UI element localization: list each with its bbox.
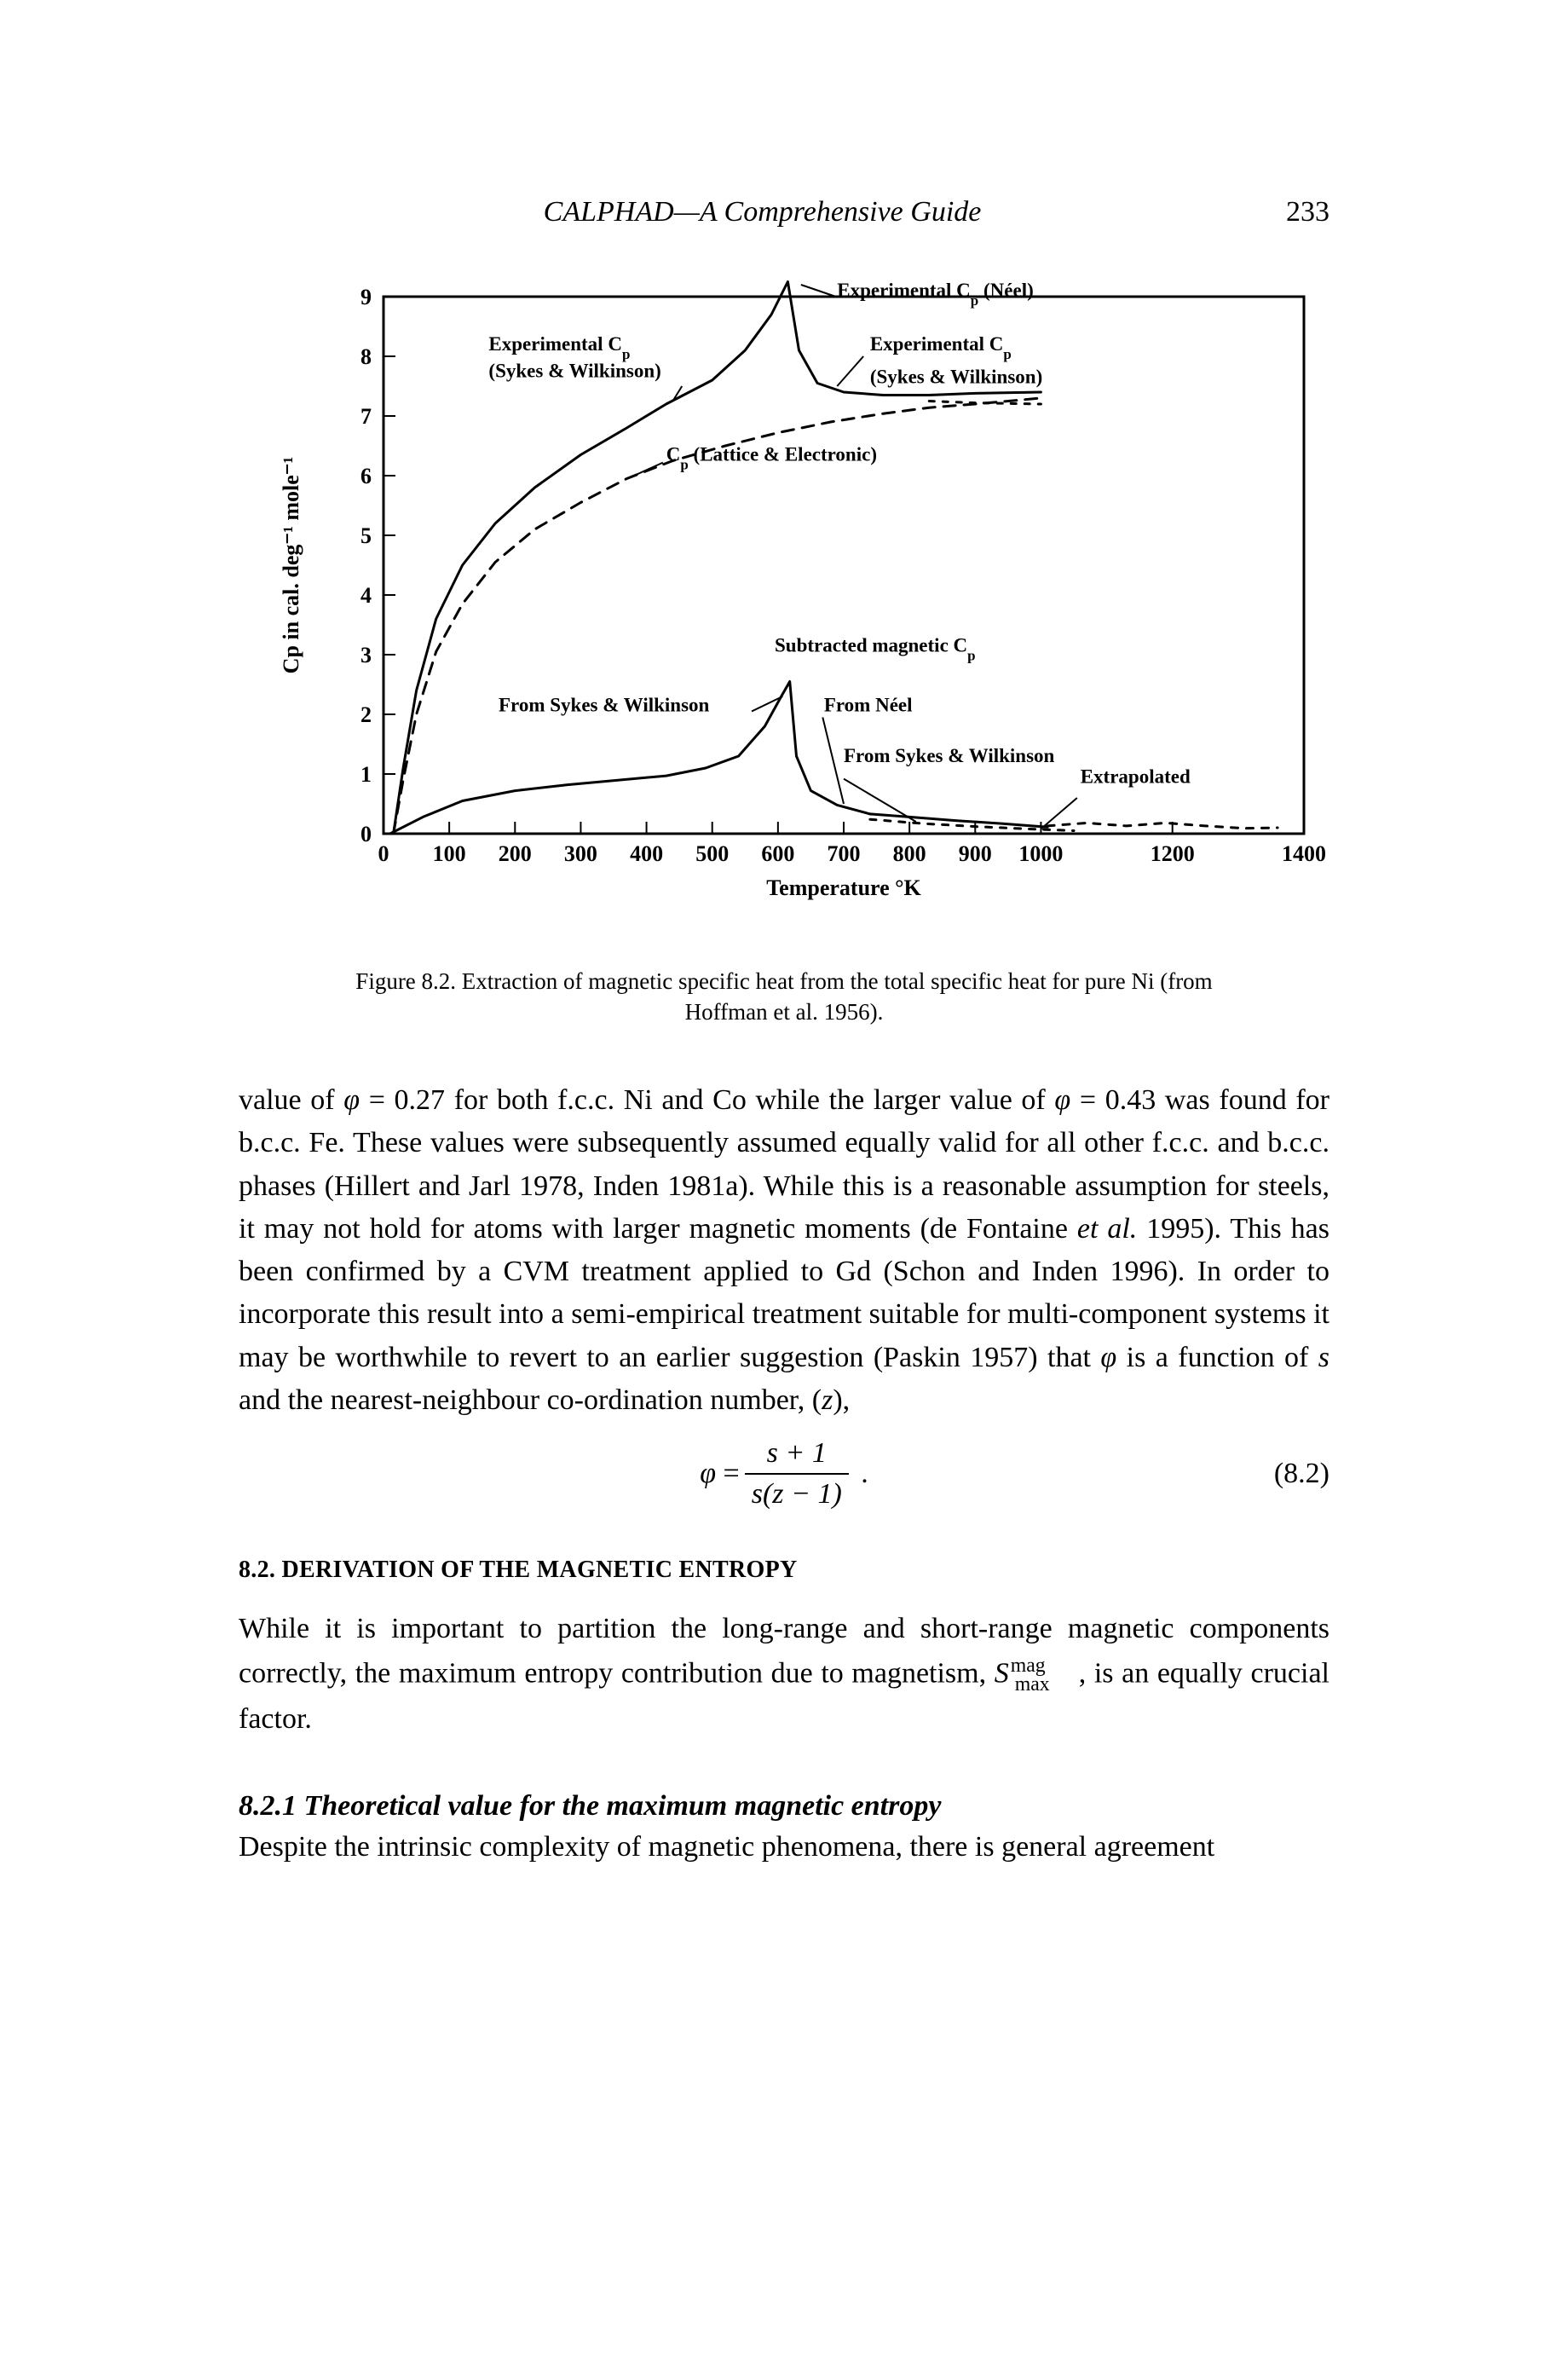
equation-8-2: φ = s + 1 s(z − 1) . (8.2)	[239, 1437, 1329, 1511]
paragraph-2: While it is important to partition the l…	[239, 1608, 1329, 1741]
svg-text:5: 5	[360, 523, 372, 548]
section-heading-8-2: 8.2. DERIVATION OF THE MAGNETIC ENTROPY	[239, 1557, 1329, 1584]
svg-text:900: 900	[959, 841, 992, 866]
paragraph-1: value of φ = 0.27 for both f.c.c. Ni and…	[239, 1079, 1329, 1423]
svg-text:600: 600	[761, 841, 794, 866]
Smag-S: S	[995, 1657, 1009, 1689]
text: = 0.27 for both f.c.c. Ni and Co while t…	[360, 1084, 1054, 1116]
s-symbol: s	[1318, 1342, 1329, 1373]
svg-text:Experimental Cp: Experimental Cp	[870, 333, 1012, 362]
svg-text:0: 0	[360, 822, 372, 846]
svg-text:2: 2	[360, 702, 372, 727]
figure-caption-label: Figure 8.2.	[355, 968, 456, 994]
svg-text:300: 300	[564, 841, 597, 866]
svg-text:1400: 1400	[1282, 841, 1326, 866]
et-al: et al.	[1077, 1213, 1137, 1245]
eq-denominator: s(z − 1)	[752, 1478, 842, 1510]
Smag-sub: max	[1015, 1673, 1050, 1695]
svg-text:(Sykes & Wilkinson): (Sykes & Wilkinson)	[488, 361, 660, 382]
svg-text:6: 6	[360, 464, 372, 488]
figure-caption: Figure 8.2. Extraction of magnetic speci…	[341, 966, 1227, 1028]
svg-text:Subtracted magnetic Cp: Subtracted magnetic Cp	[775, 635, 976, 664]
svg-text:4: 4	[360, 583, 372, 608]
figure-caption-text: Extraction of magnetic specific heat fro…	[462, 968, 1213, 1025]
svg-text:700: 700	[828, 841, 861, 866]
svg-text:400: 400	[630, 841, 663, 866]
svg-text:800: 800	[893, 841, 926, 866]
eq-numerator: s + 1	[767, 1437, 827, 1469]
figure-chart: 0 100 200 300 400 500 600 700 800 900 1000 1200 1400…	[239, 280, 1329, 936]
z-symbol: z	[822, 1384, 833, 1416]
svg-text:Experimental Cp (Néel): Experimental Cp (Néel)	[837, 280, 1033, 309]
svg-text:3: 3	[360, 643, 372, 667]
svg-text:200: 200	[499, 841, 532, 866]
text: value of	[239, 1084, 343, 1116]
svg-text:(Sykes & Wilkinson): (Sykes & Wilkinson)	[870, 367, 1042, 388]
svg-text:9: 9	[360, 285, 372, 309]
eq-lhs: φ	[700, 1458, 716, 1489]
svg-text:8: 8	[360, 344, 372, 369]
svg-text:7: 7	[360, 404, 372, 429]
text: and the nearest-neighbour co-ordination …	[239, 1384, 822, 1416]
subsection-heading-8-2-1: 8.2.1 Theoretical value for the maximum …	[239, 1790, 1329, 1823]
running-title: CALPHAD—A Comprehensive Guide	[544, 196, 982, 228]
phi-symbol: φ	[343, 1084, 360, 1116]
phi-symbol: φ	[1100, 1342, 1116, 1373]
svg-text:Temperature °K: Temperature °K	[766, 875, 921, 900]
svg-text:500: 500	[695, 841, 729, 866]
page-number: 233	[1286, 196, 1329, 228]
text: is a function of	[1116, 1342, 1318, 1373]
equation-number: (8.2)	[1274, 1458, 1329, 1490]
svg-text:Cp (Lattice & Electronic): Cp (Lattice & Electronic)	[666, 444, 877, 473]
svg-text:Cp in cal. deg⁻¹ mole⁻¹: Cp in cal. deg⁻¹ mole⁻¹	[279, 457, 303, 674]
svg-text:Experimental Cp: Experimental Cp	[488, 333, 630, 362]
phi-symbol: φ	[1054, 1084, 1070, 1116]
svg-text:100: 100	[433, 841, 466, 866]
text: ),	[833, 1384, 850, 1416]
eq-fraction: s + 1 s(z − 1)	[745, 1437, 849, 1511]
paragraph-3: Despite the intrinsic complexity of magn…	[239, 1826, 1329, 1869]
svg-text:0: 0	[378, 841, 389, 866]
svg-text:1: 1	[360, 762, 372, 787]
svg-text:Extrapolated: Extrapolated	[1081, 766, 1191, 788]
svg-text:1000: 1000	[1018, 841, 1063, 866]
svg-text:From Sykes & Wilkinson: From Sykes & Wilkinson	[499, 695, 710, 716]
running-header: CALPHAD—A Comprehensive Guide 233	[239, 196, 1329, 228]
figure-8-2: 0 100 200 300 400 500 600 700 800 900 1000 1200 1400…	[239, 280, 1329, 940]
svg-text:From Sykes & Wilkinson: From Sykes & Wilkinson	[844, 745, 1055, 766]
svg-text:1200: 1200	[1151, 841, 1195, 866]
svg-text:From Néel: From Néel	[824, 695, 913, 716]
